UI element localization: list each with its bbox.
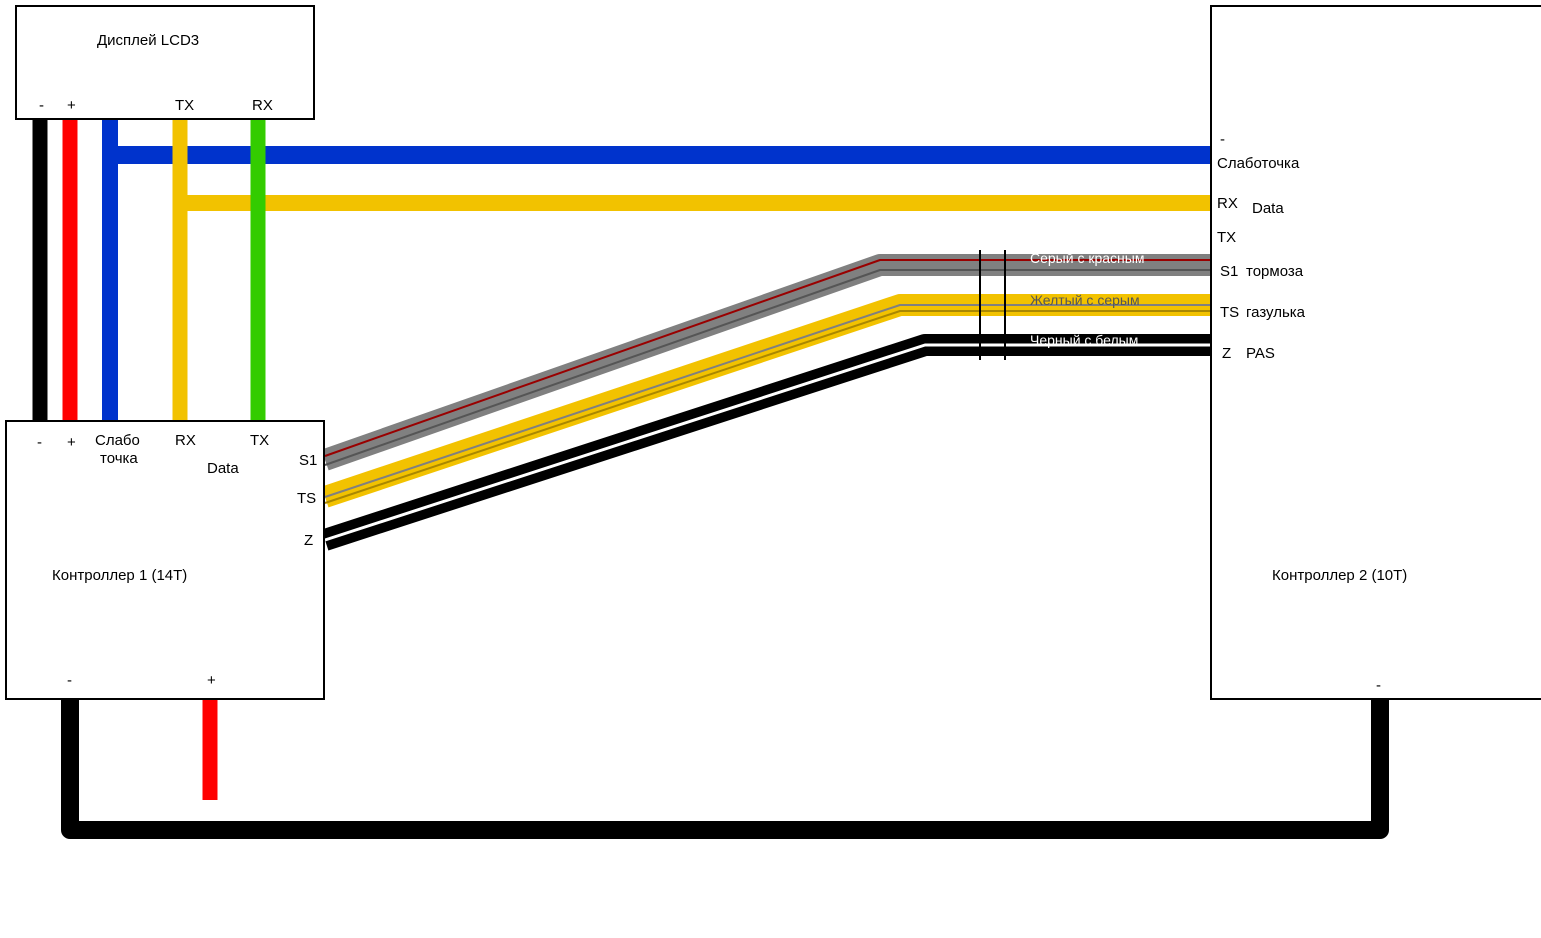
c2-title: Контроллер 2 (10T) [1272, 567, 1407, 584]
label-grey-red: Серый с красным [1030, 250, 1144, 266]
display-box: Дисплей LCD3 - + TX RX [15, 5, 315, 120]
c1-pin-bottom-minus: - [67, 672, 72, 689]
c1-pin-rx: RX [175, 432, 196, 449]
display-pin-minus: - [39, 97, 44, 114]
c1-pin-ts: TS [297, 490, 316, 507]
display-pin-tx: TX [175, 97, 194, 114]
label-yellow-grey: Желтый с серым [1030, 292, 1140, 308]
c2-pin-ts-desc: газулька [1246, 304, 1305, 321]
controller1-box: - + Слабо точка RX TX Data S1 TS Z Контр… [5, 420, 325, 700]
c1-pin-slabo1: Слабо [95, 432, 140, 449]
display-pin-plus: + [67, 97, 76, 114]
c2-pin-s1: S1 [1220, 263, 1238, 280]
c2-pin-ts: TS [1220, 304, 1239, 321]
c1-pin-z: Z [304, 532, 313, 549]
black-c1-bottom [70, 700, 1380, 830]
c1-pin-bottom-plus: + [207, 672, 216, 689]
display-title: Дисплей LCD3 [97, 32, 199, 49]
c1-title: Контроллер 1 (14T) [52, 567, 187, 584]
label-black-white: Черный с белым [1030, 332, 1138, 348]
c2-pin-s1-desc: тормоза [1246, 263, 1303, 280]
c1-pin-minus: - [37, 434, 42, 451]
c1-pin-data: Data [207, 460, 239, 477]
c2-pin-minus-top: - [1220, 131, 1225, 148]
c2-pin-z-desc: PAS [1246, 345, 1275, 362]
c1-pin-plus: + [67, 434, 76, 451]
c1-pin-s1: S1 [299, 452, 317, 469]
display-pin-rx: RX [252, 97, 273, 114]
c2-pin-z: Z [1222, 345, 1231, 362]
c2-pin-slabo: Слаботочка [1217, 155, 1299, 172]
c2-pin-data: Data [1252, 200, 1284, 217]
controller2-box: - Слаботочка RX Data TX S1 тормоза TS га… [1210, 5, 1541, 700]
c1-pin-slabo2: точка [100, 450, 138, 467]
c2-pin-rx: RX [1217, 195, 1238, 212]
c2-pin-tx: TX [1217, 229, 1236, 246]
c2-pin-minus-bottom: - [1376, 677, 1381, 694]
c1-pin-tx: TX [250, 432, 269, 449]
